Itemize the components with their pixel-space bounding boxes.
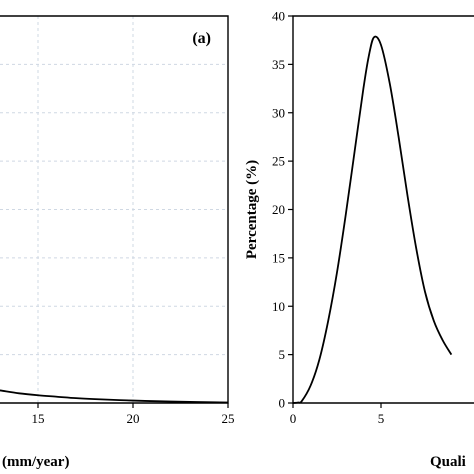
series-line xyxy=(0,389,229,404)
series-line xyxy=(292,35,453,404)
y-tick-label: 25 xyxy=(272,154,285,169)
panel-label: (a) xyxy=(192,30,211,47)
y-tick-label: 35 xyxy=(272,57,285,72)
y-tick-label: 15 xyxy=(272,250,285,265)
plot-frame xyxy=(0,15,229,404)
x-tick-label: 0 xyxy=(290,411,297,426)
x-tick-label: 5 xyxy=(378,411,385,426)
x-axis-title: Quali xyxy=(430,454,466,470)
y-tick-label: 0 xyxy=(279,396,286,411)
x-tick-label: 15 xyxy=(32,411,45,426)
y-axis-title: Percentage (%) xyxy=(244,160,260,259)
panel-b: 0 5 10 15 20 25 30 35 40 0 5 Percentage (%) Quali xyxy=(244,9,474,470)
y-tick-label: 20 xyxy=(272,202,285,217)
y-tick-label: 40 xyxy=(272,9,285,24)
x-axis-title: (mm/year) xyxy=(2,454,69,470)
y-tick-label: 30 xyxy=(272,105,285,120)
panel-a: 15 20 25 (a) (mm/year) xyxy=(0,15,235,470)
plot-frame xyxy=(292,15,474,404)
x-tick-label: 25 xyxy=(222,411,235,426)
y-tick-label: 10 xyxy=(272,299,285,314)
y-tick-label: 5 xyxy=(279,347,286,362)
x-tick-label: 20 xyxy=(127,411,140,426)
